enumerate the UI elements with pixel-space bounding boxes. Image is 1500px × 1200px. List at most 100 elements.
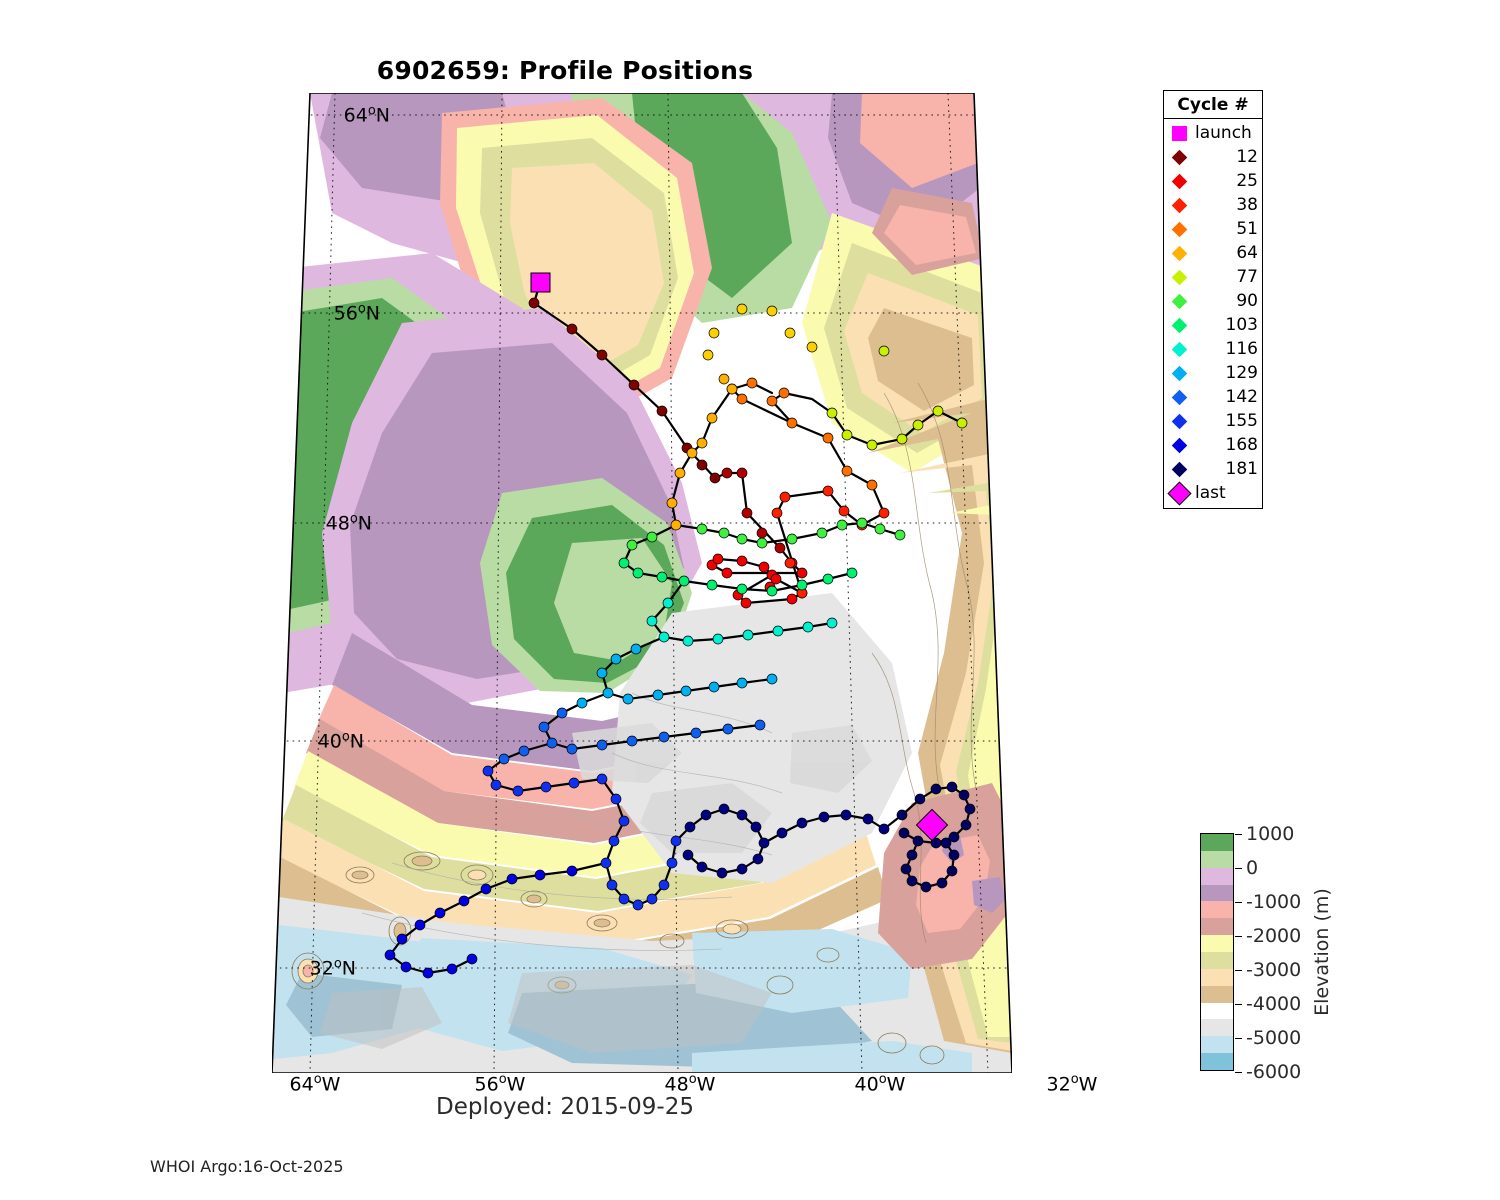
colorbar-band-2 — [1201, 867, 1233, 885]
legend-marker-155-icon — [1168, 413, 1190, 429]
colorbar-band-1 — [1201, 850, 1233, 868]
legend-label-25: 25 — [1236, 171, 1258, 191]
colorbar-ticklabel-3: -2000 — [1246, 925, 1302, 947]
lat-tick-40: 40oN — [317, 729, 364, 753]
legend-marker-129-icon — [1168, 365, 1190, 381]
colorbar-band-4 — [1201, 901, 1233, 919]
cycle-legend[interactable]: Cycle # launch 12 25 38 51 64 77 90 103 116 129 142… — [1163, 90, 1263, 509]
colorbar-ticklabel-0: 1000 — [1246, 823, 1295, 845]
colorbar-ticklabel-6: -5000 — [1246, 1027, 1302, 1049]
legend-marker-142-icon — [1168, 389, 1190, 405]
legend-label-181: 181 — [1225, 459, 1258, 479]
legend-item-142[interactable]: 142 — [1164, 385, 1262, 409]
colorbar-band-13 — [1201, 1053, 1233, 1071]
colorbar-tick-4 — [1235, 970, 1242, 971]
colorbar-tick-3 — [1235, 936, 1242, 937]
legend-label-51: 51 — [1236, 219, 1258, 239]
lon-tick-56: 56oW — [474, 1072, 526, 1096]
legend-label-last: last — [1195, 483, 1226, 503]
legend-item-168[interactable]: 168 — [1164, 433, 1262, 457]
legend-label-77: 77 — [1236, 267, 1258, 287]
legend-label-90: 90 — [1236, 291, 1258, 311]
colorbar-axis-label: Elevation (m) — [1311, 888, 1333, 1016]
legend-label-116: 116 — [1225, 339, 1258, 359]
legend-label-129: 129 — [1225, 363, 1258, 383]
legend-marker-168-icon — [1168, 437, 1190, 453]
colorbar-band-11 — [1201, 1019, 1233, 1037]
colorbar-band-12 — [1201, 1036, 1233, 1054]
footer-note: WHOI Argo:16-Oct-2025 — [150, 1157, 344, 1176]
legend-marker-77-icon — [1168, 269, 1190, 285]
colorbar-tick-5 — [1235, 1004, 1242, 1005]
colorbar-band-8 — [1201, 968, 1233, 986]
legend-item-12[interactable]: 12 — [1164, 145, 1262, 169]
elevation-colorbar[interactable]: 1000 0 -1000 -2000 -3000 -4000 -5000 -6000 — [1200, 823, 1301, 1083]
legend-marker-90-icon — [1168, 293, 1190, 309]
colorbar-tick-0 — [1235, 834, 1242, 835]
legend-item-116[interactable]: 116 — [1164, 337, 1262, 361]
legend-item-64[interactable]: 64 — [1164, 241, 1262, 265]
legend-item-51[interactable]: 51 — [1164, 217, 1262, 241]
colorbar-band-5 — [1201, 918, 1233, 936]
colorbar-ticklabel-1: 0 — [1246, 857, 1259, 879]
legend-item-launch[interactable]: launch — [1164, 121, 1262, 145]
lon-tick-48: 48oW — [664, 1072, 716, 1096]
legend-label-103: 103 — [1225, 315, 1258, 335]
colorbar-band-3 — [1201, 884, 1233, 902]
colorbar-band-6 — [1201, 935, 1233, 953]
legend-marker-103-icon — [1168, 317, 1190, 333]
legend-item-77[interactable]: 77 — [1164, 265, 1262, 289]
lat-tick-32: 32oN — [309, 956, 356, 980]
legend-label-64: 64 — [1236, 243, 1258, 263]
colorbar-tick-2 — [1235, 902, 1242, 903]
legend-label-155: 155 — [1225, 411, 1258, 431]
cycle-legend-title: Cycle # — [1164, 91, 1262, 119]
legend-item-25[interactable]: 25 — [1164, 169, 1262, 193]
legend-item-38[interactable]: 38 — [1164, 193, 1262, 217]
legend-marker-last-icon — [1166, 480, 1192, 506]
colorbar-ticklabel-2: -1000 — [1246, 891, 1302, 913]
legend-item-129[interactable]: 129 — [1164, 361, 1262, 385]
lon-tick-64: 64oW — [289, 1072, 341, 1096]
colorbar-ticklabel-4: -3000 — [1246, 959, 1302, 981]
legend-marker-64-icon — [1168, 245, 1190, 261]
colorbar-ticklabel-7: -6000 — [1246, 1061, 1302, 1083]
colorbar-band-9 — [1201, 985, 1233, 1003]
legend-marker-12-icon — [1168, 149, 1190, 165]
lon-tick-40: 40oW — [854, 1072, 906, 1096]
legend-marker-38-icon — [1168, 197, 1190, 213]
colorbar-gradient — [1200, 833, 1234, 1071]
lon-tick-32: 32oW — [1046, 1072, 1098, 1096]
legend-label-12: 12 — [1236, 147, 1258, 167]
legend-item-last[interactable]: last — [1164, 480, 1262, 506]
last-marker — [915, 808, 949, 842]
legend-label-launch: launch — [1195, 123, 1252, 143]
legend-item-103[interactable]: 103 — [1164, 313, 1262, 337]
legend-item-181[interactable]: 181 — [1164, 457, 1262, 481]
legend-item-155[interactable]: 155 — [1164, 409, 1262, 433]
colorbar-tick-6 — [1235, 1038, 1242, 1039]
lat-tick-64: 64oN — [343, 103, 390, 127]
legend-label-168: 168 — [1225, 435, 1258, 455]
colorbar-band-10 — [1201, 1002, 1233, 1020]
legend-label-142: 142 — [1225, 387, 1258, 407]
cycle-legend-rows: launch 12 25 38 51 64 77 90 103 116 129 142 155 168 18… — [1164, 119, 1262, 508]
map-border — [272, 93, 1012, 1073]
legend-marker-launch-icon — [1168, 125, 1190, 141]
legend-marker-181-icon — [1168, 461, 1190, 477]
lat-tick-56: 56oN — [333, 301, 380, 325]
colorbar-tick-7 — [1235, 1072, 1242, 1073]
legend-marker-25-icon — [1168, 173, 1190, 189]
bathymetry-map[interactable] — [272, 93, 1012, 1073]
deployed-caption: Deployed: 2015-09-25 — [435, 1094, 694, 1120]
legend-marker-51-icon — [1168, 221, 1190, 237]
legend-marker-116-icon — [1168, 341, 1190, 357]
colorbar-band-7 — [1201, 952, 1233, 969]
legend-item-90[interactable]: 90 — [1164, 289, 1262, 313]
legend-label-38: 38 — [1236, 195, 1258, 215]
page-title: 6902659: Profile Positions — [376, 56, 754, 85]
map-plot-area[interactable] — [272, 93, 1012, 1073]
colorbar-band-0 — [1201, 834, 1233, 851]
profile-markers — [384, 277, 976, 979]
launch-marker — [530, 272, 551, 293]
